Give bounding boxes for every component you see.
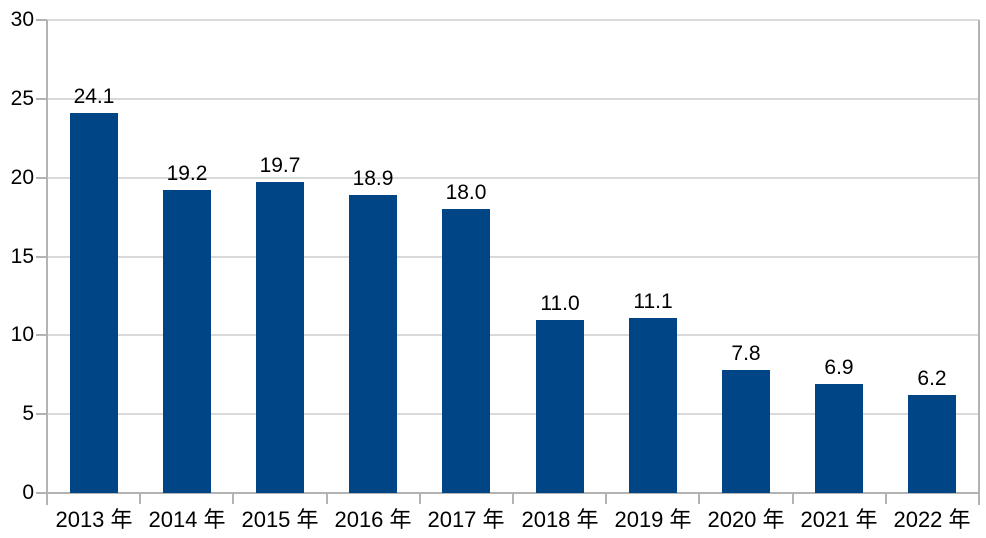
x-axis-category-label: 2021 年 <box>800 507 878 532</box>
x-axis-tick <box>885 493 887 504</box>
x-axis-category-label: 2018 年 <box>521 507 599 532</box>
y-axis-tick <box>36 492 47 494</box>
bar <box>349 195 397 493</box>
bar-value-label: 6.2 <box>917 367 947 390</box>
bar-value-label: 19.2 <box>166 162 208 185</box>
y-axis-tick-label: 30 <box>10 8 34 31</box>
x-axis-tick <box>326 493 328 504</box>
x-axis-tick <box>792 493 794 504</box>
y-axis-tick <box>36 177 47 179</box>
x-axis-tick <box>512 493 514 504</box>
bar <box>815 384 863 493</box>
gridline <box>47 334 979 336</box>
bar <box>256 182 304 493</box>
gridline <box>47 19 979 21</box>
x-axis-category-label: 2022 年 <box>893 507 971 532</box>
x-axis-category-label: 2016 年 <box>334 507 412 532</box>
plot-right-border <box>978 20 980 505</box>
bar <box>722 370 770 493</box>
y-axis-tick-label: 5 <box>22 402 34 425</box>
x-axis-tick <box>232 493 234 504</box>
y-axis-line <box>46 20 48 505</box>
bar <box>442 209 490 493</box>
y-axis-tick-label: 20 <box>10 166 34 189</box>
x-axis-tick <box>698 493 700 504</box>
bar-value-label: 18.9 <box>352 167 394 190</box>
gridline <box>47 256 979 258</box>
y-axis-tick-label: 0 <box>22 481 34 504</box>
bar <box>629 318 677 493</box>
bar-value-label: 6.9 <box>824 356 854 379</box>
y-axis-tick <box>36 19 47 21</box>
bar-value-label: 19.7 <box>259 154 301 177</box>
gridline <box>47 98 979 100</box>
bar <box>908 395 956 493</box>
x-axis-tick <box>605 493 607 504</box>
gridline <box>47 413 979 415</box>
bar <box>70 113 118 493</box>
x-axis-tick <box>139 493 141 504</box>
x-axis-category-label: 2014 年 <box>148 507 226 532</box>
x-axis-category-label: 2017 年 <box>427 507 505 532</box>
y-axis-tick-label: 10 <box>10 323 34 346</box>
x-axis-category-label: 2020 年 <box>707 507 785 532</box>
bar-value-label: 11.1 <box>633 290 673 313</box>
bar <box>163 190 211 493</box>
bar-value-label: 18.0 <box>445 181 487 204</box>
x-axis-category-label: 2019 年 <box>614 507 692 532</box>
y-axis-tick-label: 25 <box>10 87 34 110</box>
bar <box>536 320 584 493</box>
bar-value-label: 7.8 <box>731 342 761 365</box>
x-axis-category-label: 2015 年 <box>241 507 319 532</box>
y-axis-tick-label: 15 <box>10 245 34 268</box>
y-axis-tick <box>36 98 47 100</box>
x-axis-tick <box>419 493 421 504</box>
gridline <box>47 177 979 179</box>
y-axis-tick <box>36 334 47 336</box>
x-axis-category-label: 2013 年 <box>55 507 133 532</box>
bar-value-label: 24.1 <box>73 85 115 108</box>
bar-value-label: 11.0 <box>540 292 580 315</box>
y-axis-tick <box>36 256 47 258</box>
y-axis-tick <box>36 413 47 415</box>
